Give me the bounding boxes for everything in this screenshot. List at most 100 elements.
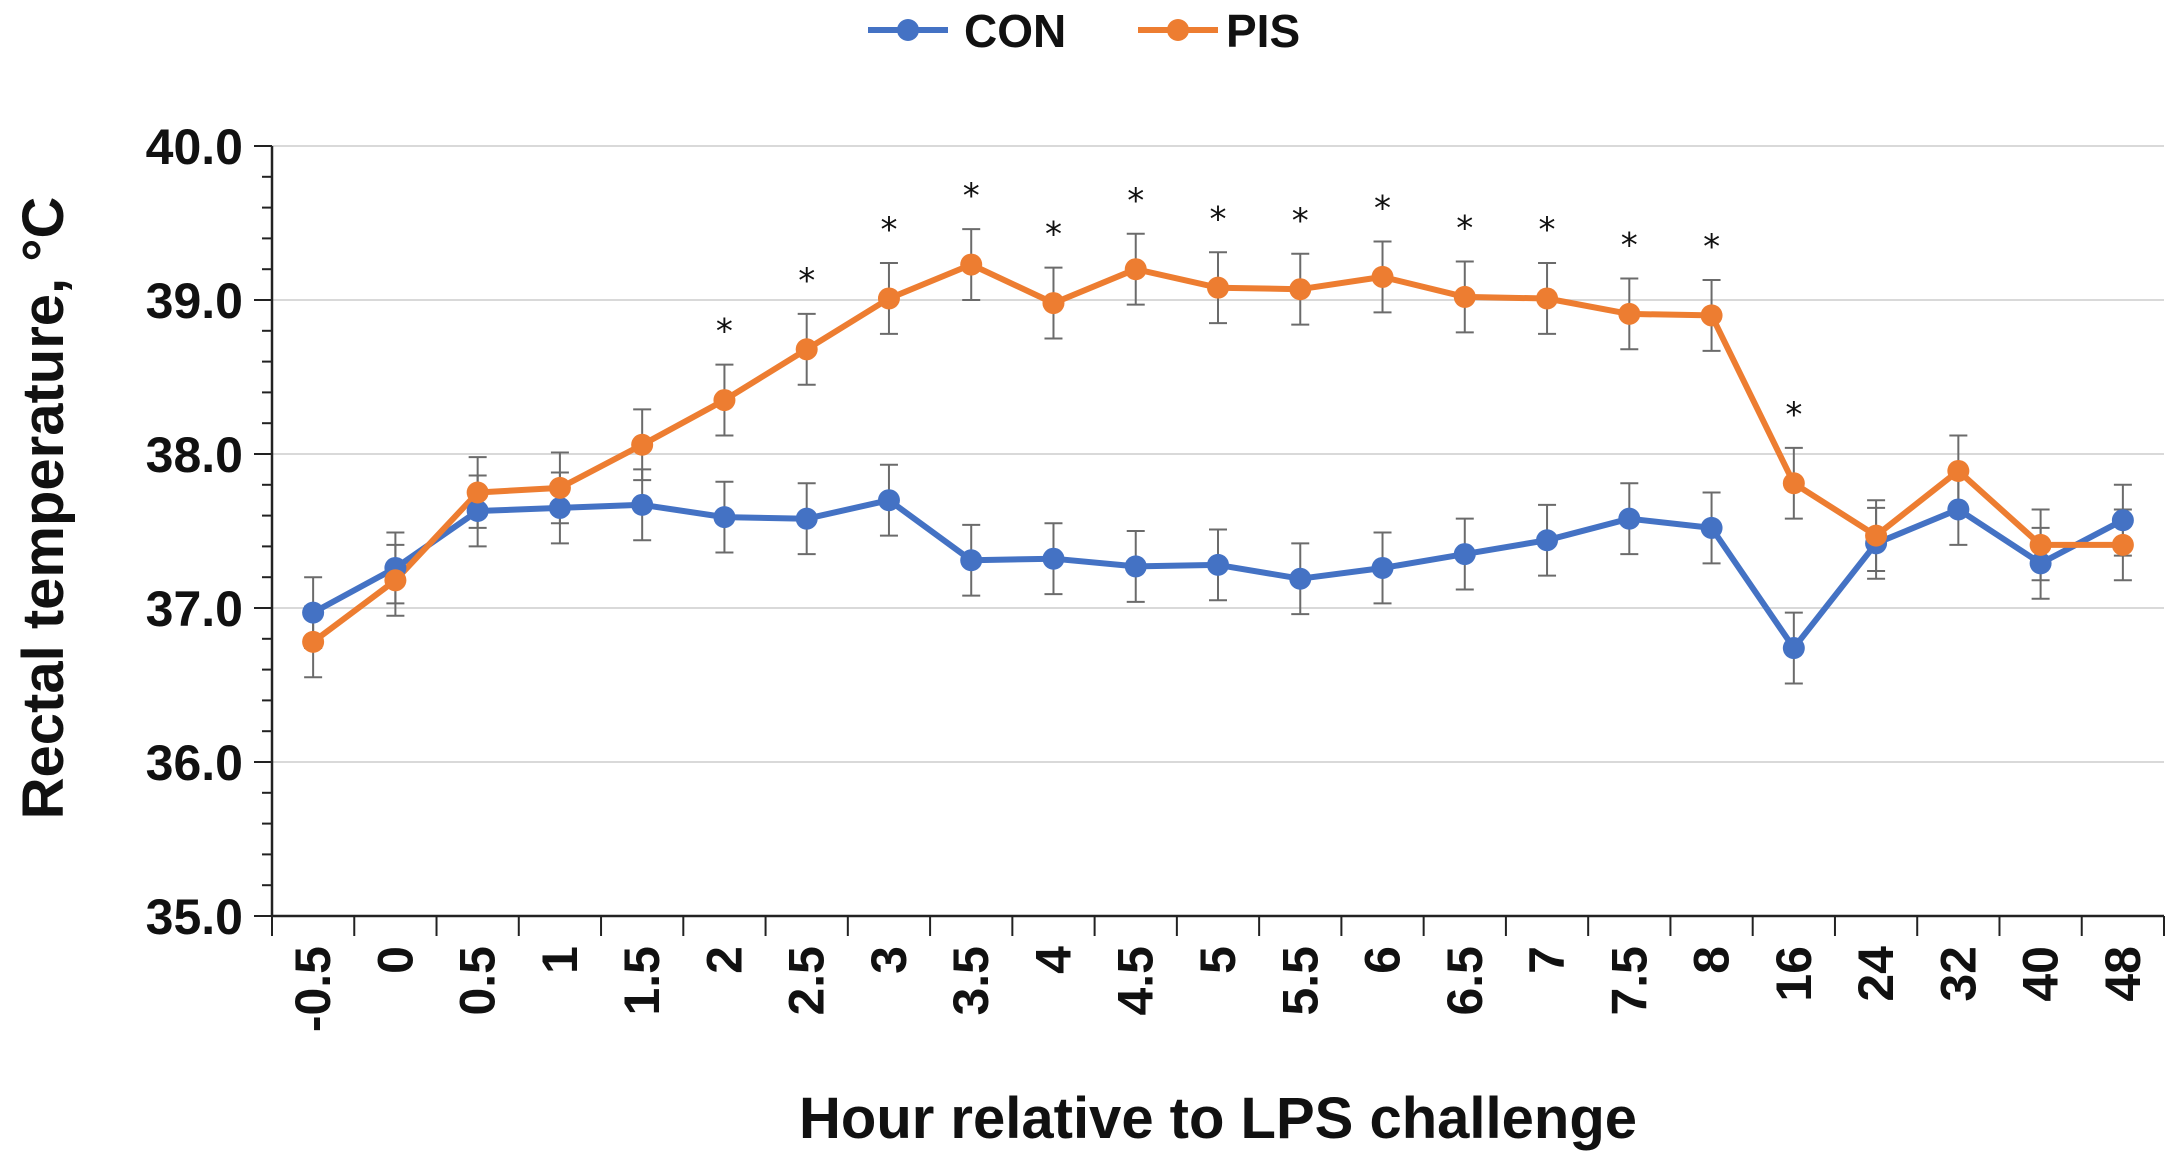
- data-point-pis: [960, 253, 983, 276]
- significance-markers: * * * * * * * * * * * * * *: [716, 176, 1802, 435]
- significance-marker: *: [1703, 227, 1720, 267]
- y-tick-label: 37.0: [146, 581, 243, 637]
- significance-marker: *: [798, 261, 815, 301]
- x-tick-label: 1.5: [614, 946, 670, 1016]
- data-point-pis: [1042, 292, 1065, 315]
- x-tick-label: 5: [1190, 946, 1246, 974]
- significance-marker: *: [716, 312, 733, 352]
- data-point-pis: [1865, 524, 1888, 547]
- data-point-pis: [1947, 459, 1970, 482]
- legend-pis-label: PIS: [1226, 5, 1300, 57]
- data-point-con: [302, 601, 325, 624]
- legend-con-label: CON: [964, 5, 1066, 57]
- significance-marker: *: [1785, 395, 1802, 435]
- legend-con-marker: [897, 19, 919, 41]
- significance-marker: *: [1539, 210, 1556, 250]
- data-point-con: [2111, 509, 2134, 532]
- x-tick-label: 2: [696, 946, 752, 974]
- x-tick-label: 40: [2013, 946, 2069, 1002]
- significance-marker: *: [963, 176, 980, 216]
- legend-pis-marker: [1167, 19, 1189, 41]
- data-point-pis: [795, 338, 818, 361]
- legend: CON PIS: [868, 5, 1300, 57]
- data-point-con: [713, 506, 736, 529]
- data-point-con: [960, 549, 983, 572]
- y-tick-label: 40.0: [146, 119, 243, 175]
- data-point-pis: [1453, 285, 1476, 308]
- significance-marker: *: [1210, 199, 1227, 239]
- x-tick-label: 6: [1355, 946, 1411, 974]
- significance-marker: *: [1621, 225, 1638, 265]
- data-point-con: [1124, 555, 1147, 578]
- y-tick-labels: 35.0 36.0 37.0 38.0 39.0 40.0: [146, 119, 243, 945]
- significance-marker: *: [1127, 181, 1144, 221]
- x-tick-label: 4: [1025, 946, 1081, 974]
- legend-item-pis: PIS: [1138, 5, 1300, 57]
- x-tick-label: 3.5: [943, 946, 999, 1016]
- data-point-con: [631, 493, 654, 516]
- x-tick-label: -0.5: [285, 946, 341, 1032]
- data-point-pis: [1536, 287, 1559, 310]
- significance-marker: *: [1374, 188, 1391, 228]
- data-point-pis: [631, 433, 654, 456]
- data-point-con: [1618, 507, 1641, 530]
- data-point-con: [548, 496, 571, 519]
- data-point-con: [1536, 529, 1559, 552]
- x-tick-labels: -0.5 0 0.5 1 1.5 2 2.5 3 3.5 4 4.5 5 5.5 6 6.5 7 7.5 8 16 2…: [285, 946, 2151, 1032]
- data-point-con: [466, 499, 489, 522]
- x-tick-label: 4.5: [1108, 946, 1164, 1016]
- x-tick-label: 2.5: [779, 946, 835, 1016]
- data-point-pis: [302, 630, 325, 653]
- data-point-pis: [1371, 265, 1394, 288]
- x-tick-label: 7: [1519, 946, 1575, 974]
- x-tick-label: 32: [1930, 946, 1986, 1002]
- data-point-con: [1947, 498, 1970, 521]
- significance-marker: *: [1456, 209, 1473, 249]
- x-tick-label: 3: [861, 946, 917, 974]
- data-point-con: [877, 489, 900, 512]
- data-point-con: [795, 507, 818, 530]
- data-points: [302, 253, 2134, 660]
- y-tick-label: 38.0: [146, 427, 243, 483]
- data-point-pis: [1289, 278, 1312, 301]
- x-tick-label: 8: [1684, 946, 1740, 974]
- data-point-pis: [548, 476, 571, 499]
- data-point-pis: [2029, 533, 2052, 556]
- x-tick-label: 1: [532, 946, 588, 974]
- data-point-con: [1042, 547, 1065, 570]
- significance-marker: *: [880, 210, 897, 250]
- x-tick-label: 0: [367, 946, 423, 974]
- data-point-pis: [2111, 533, 2134, 556]
- x-tick-label: 24: [1848, 946, 1904, 1002]
- significance-marker: *: [1292, 201, 1309, 241]
- significance-marker: *: [1045, 215, 1062, 255]
- x-tick-label: 48: [2095, 946, 2151, 1002]
- data-point-con: [1289, 567, 1312, 590]
- data-point-con: [1207, 553, 1229, 576]
- data-point-pis: [466, 481, 489, 504]
- data-point-pis: [1782, 472, 1805, 495]
- data-point-con: [1453, 543, 1476, 566]
- data-point-pis: [713, 389, 736, 412]
- data-point-pis: [1618, 302, 1641, 325]
- axes: [254, 145, 2165, 936]
- data-point-con: [1782, 637, 1805, 660]
- y-axis-title: Rectal temperature, °C: [11, 197, 76, 820]
- data-point-pis: [1124, 258, 1147, 281]
- y-tick-label: 39.0: [146, 273, 243, 329]
- data-point-con: [1371, 556, 1394, 579]
- x-tick-label: 5.5: [1272, 946, 1328, 1016]
- x-tick-label: 0.5: [450, 946, 506, 1016]
- data-point-con: [1700, 516, 1723, 539]
- data-point-pis: [1700, 304, 1723, 327]
- data-point-pis: [384, 569, 407, 592]
- y-tick-label: 35.0: [146, 889, 243, 945]
- x-tick-label: 7.5: [1601, 946, 1657, 1016]
- x-tick-label: 16: [1766, 946, 1822, 1002]
- data-point-pis: [877, 287, 900, 310]
- x-tick-label: 6.5: [1437, 946, 1493, 1016]
- y-tick-label: 36.0: [146, 735, 243, 791]
- x-axis-title: Hour relative to LPS challenge: [799, 1086, 1637, 1151]
- legend-item-con: CON: [868, 5, 1066, 57]
